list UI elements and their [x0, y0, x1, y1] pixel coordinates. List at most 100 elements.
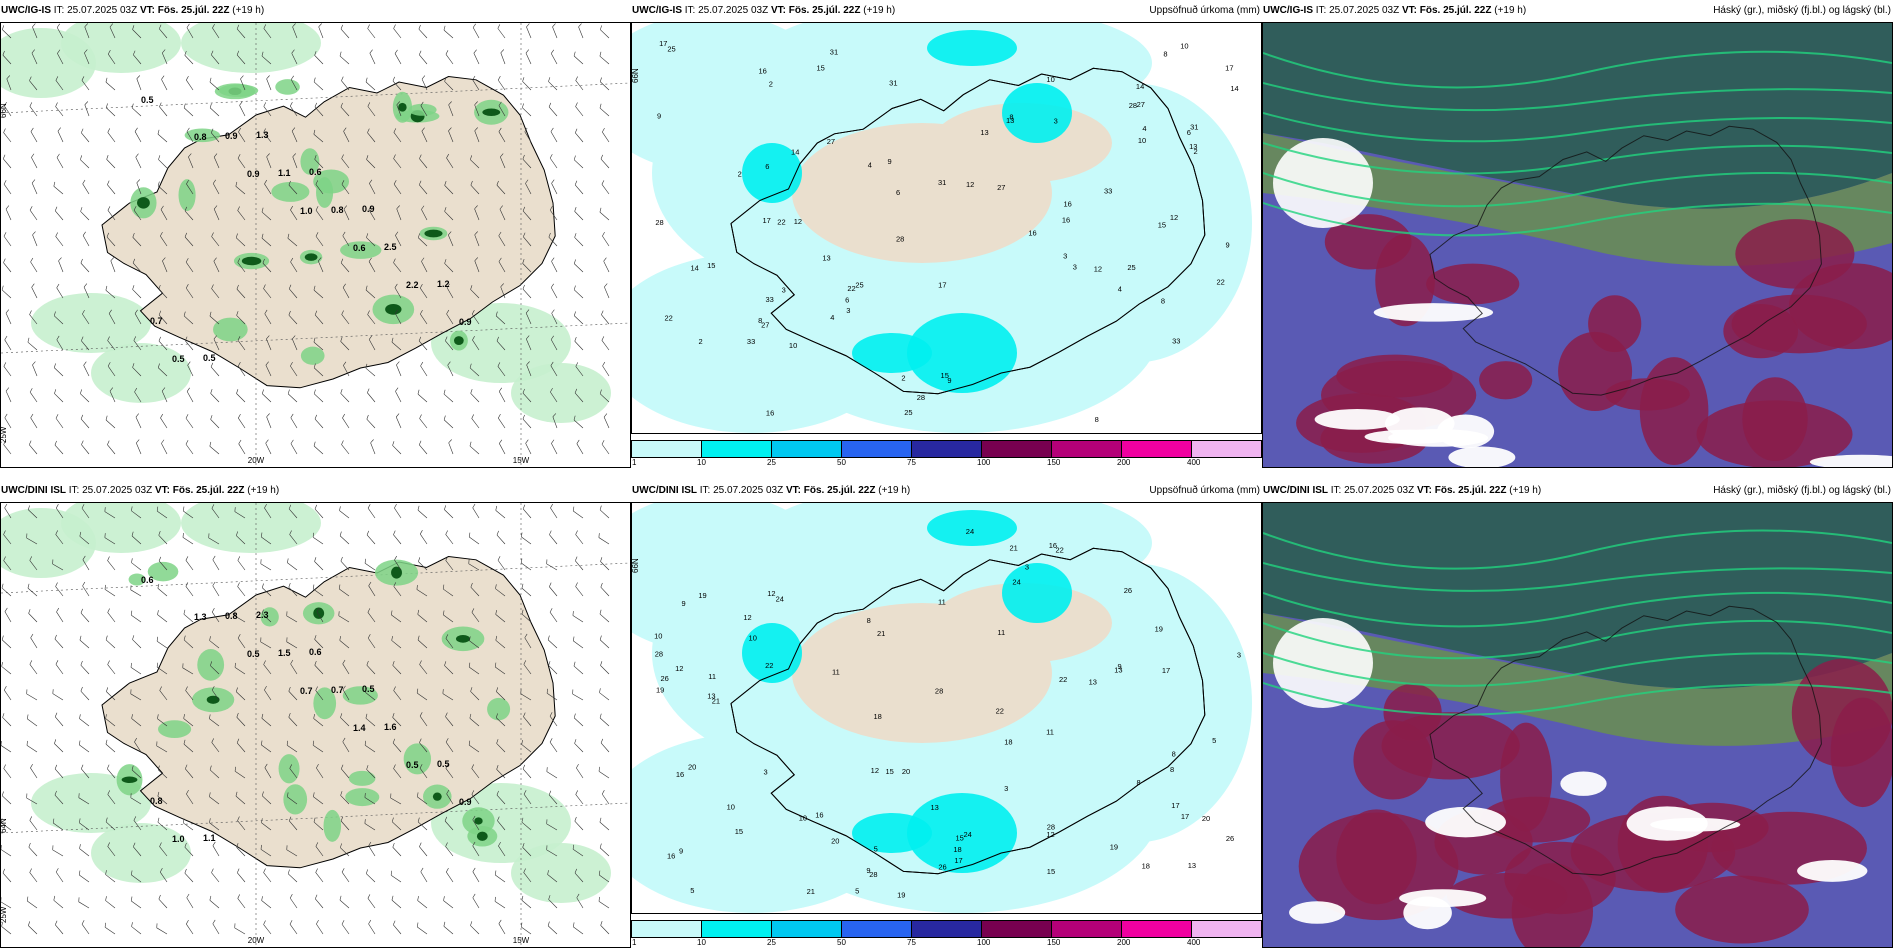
legend-swatch — [702, 441, 772, 457]
accum-value: 22 — [777, 218, 785, 227]
precip-value: 1.4 — [353, 723, 366, 733]
accum-value: 11 — [1046, 728, 1054, 737]
precip-wind-map: 0.6 1.3 0.5 0.7 1.4 0.5 0.9 1.0 0.8 1.5 0.7 1.6 0.5 0… — [0, 502, 631, 948]
accum-value: 28 — [655, 218, 663, 227]
accum-value: 8 — [1161, 297, 1165, 306]
model-name: UWC/DINI ISL — [1263, 485, 1328, 496]
cloud-cover-map — [1262, 22, 1893, 468]
accum-value: 28 — [896, 235, 904, 244]
accum-value: 26 — [938, 863, 946, 872]
accum-value: 17 — [763, 216, 771, 225]
accum-value: 11 — [708, 672, 716, 681]
precip-value: 0.9 — [225, 131, 238, 141]
accum-value: 27 — [1137, 100, 1145, 109]
accum-value: 26 — [1124, 586, 1132, 595]
accum-value: 24 — [1012, 578, 1020, 587]
panel-dini-accum: UWC/DINI ISL IT: 25.07.2025 03Z VT: Fös.… — [631, 480, 1262, 950]
accum-value: 16 — [758, 66, 766, 75]
accum-value: 12 — [1046, 830, 1054, 839]
panel-header: UWC/DINI ISL IT: 25.07.2025 03Z VT: Fös.… — [0, 480, 631, 502]
accum-value: 15 — [735, 827, 743, 836]
accum-value: 12 — [871, 766, 879, 775]
precip-value: 1.1 — [278, 168, 291, 178]
color-legend: 1 10 25 50 75 100 150 200 400 — [631, 920, 1262, 950]
accum-value: 20 — [902, 767, 910, 776]
accum-value: 33 — [747, 337, 755, 346]
it-label: IT: — [68, 485, 80, 496]
vt-value: Fös. 25.júl. 22Z — [803, 485, 876, 496]
legend-label: 75 — [907, 938, 916, 947]
forecast-offset: (+19 h) — [878, 485, 911, 496]
legend-swatch — [632, 441, 702, 457]
accum-value: 21 — [1010, 543, 1018, 552]
accum-value: 21 — [877, 629, 885, 638]
accum-value: 8 — [1172, 749, 1176, 758]
accum-value: 5 — [855, 887, 859, 896]
model-name: UWC/IG-IS — [1, 5, 51, 16]
precip-value: 1.5 — [278, 648, 291, 658]
precip-value: 0.5 — [172, 354, 185, 364]
accum-value: 3 — [782, 285, 786, 294]
vt-label: VT: — [139, 5, 155, 16]
legend-label: 200 — [1117, 938, 1131, 947]
accum-value: 22 — [847, 284, 855, 293]
accum-value: 13 — [931, 803, 939, 812]
accum-value: 21 — [807, 887, 815, 896]
accum-value: 6 — [896, 188, 900, 197]
precip-value: 0.7 — [150, 316, 163, 326]
precip-value: 0.7 — [300, 686, 313, 696]
accum-value: 12 — [743, 613, 751, 622]
accum-value: 12 — [794, 217, 802, 226]
accum-value: 12 — [966, 180, 974, 189]
accum-value: 28 — [1047, 823, 1055, 832]
precip-value: 1.0 — [300, 206, 313, 216]
accum-value: 4 — [830, 313, 834, 322]
precip-value: 0.9 — [459, 797, 472, 807]
accum-value: 16 — [1028, 228, 1036, 237]
legend-label: 100 — [977, 458, 991, 467]
accum-value: 17 — [954, 856, 962, 865]
legend-swatch — [632, 921, 702, 937]
accum-value: 17 — [659, 39, 667, 48]
legend-swatch — [772, 921, 842, 937]
accum-value: 33 — [766, 295, 774, 304]
accum-value: 4 — [1118, 284, 1122, 293]
accum-value: 33 — [1172, 337, 1180, 346]
accum-value: 19 — [1110, 842, 1118, 851]
accum-value: 2 — [698, 337, 702, 346]
accum-value: 2 — [769, 79, 773, 88]
accum-value: 8 — [1137, 778, 1141, 787]
it-label: IT: — [1315, 5, 1327, 16]
accum-value: 17 — [938, 280, 946, 289]
accum-value: 15 — [816, 64, 824, 73]
legend-swatch — [842, 921, 912, 937]
precip-value: 1.1 — [203, 833, 216, 843]
accum-value: 19 — [698, 591, 706, 600]
panel-subtitle: Háský (gr.), miðský (fj.bl.) og lágský (… — [1713, 5, 1891, 16]
lat-label: 66N — [632, 558, 640, 573]
precip-value: 2.3 — [256, 610, 269, 620]
lat-label: 66N — [1, 103, 8, 118]
panel-header: UWC/IG-IS IT: 25.07.2025 03Z VT: Fös. 25… — [631, 0, 1262, 22]
precip-value: 0.5 — [203, 353, 216, 363]
accum-value: 15 — [941, 371, 949, 380]
precip-value: 0.9 — [362, 204, 375, 214]
legend-label: 25 — [767, 938, 776, 947]
accum-value: 3 — [1054, 116, 1058, 125]
accum-value: 8 — [1163, 49, 1167, 58]
accum-value: 24 — [776, 594, 784, 603]
accum-value: 31 — [889, 78, 897, 87]
precip-value: 1.3 — [256, 130, 269, 140]
precip-value: 1.3 — [194, 612, 207, 622]
accum-value: 4 — [1142, 124, 1146, 133]
it-label: IT: — [1330, 485, 1342, 496]
legend-swatch — [1122, 441, 1192, 457]
vt-value: Fös. 25.júl. 22Z — [172, 485, 245, 496]
accum-value: 19 — [897, 891, 905, 900]
color-legend: 1 10 25 50 75 100 150 200 400 — [631, 440, 1262, 470]
accum-value: 9 — [947, 376, 951, 385]
legend-bar — [631, 440, 1262, 458]
panel-header: UWC/DINI ISL IT: 25.07.2025 03Z VT: Fös.… — [631, 480, 1262, 502]
accum-value: 27 — [761, 320, 769, 329]
accum-value: 18 — [873, 712, 881, 721]
